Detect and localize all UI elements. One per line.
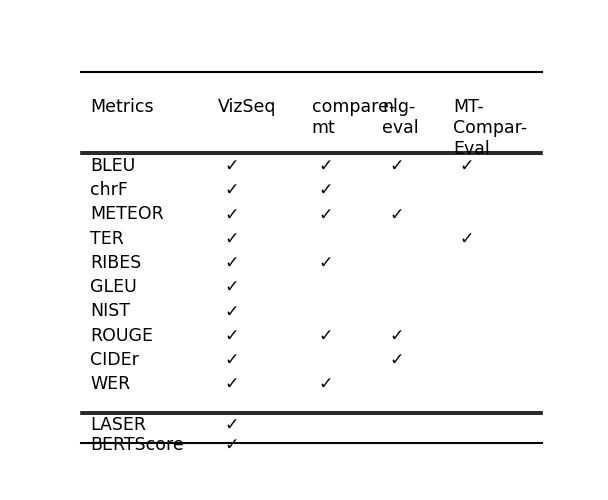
Text: ✓: ✓ [224, 375, 239, 393]
Text: ✓: ✓ [319, 326, 333, 344]
Text: nlg-
eval: nlg- eval [382, 98, 419, 138]
Text: METEOR: METEOR [90, 206, 164, 224]
Text: ✓: ✓ [389, 157, 404, 175]
Text: ✓: ✓ [389, 206, 404, 224]
Text: ✓: ✓ [389, 351, 404, 369]
Text: ✓: ✓ [224, 157, 239, 175]
Text: ✓: ✓ [460, 157, 474, 175]
Text: VizSeq: VizSeq [218, 98, 276, 116]
Text: ✓: ✓ [319, 157, 333, 175]
Text: TER: TER [90, 230, 124, 248]
Text: ✓: ✓ [319, 254, 333, 272]
Text: ✓: ✓ [460, 230, 474, 248]
Text: CIDEr: CIDEr [90, 351, 139, 369]
Text: ✓: ✓ [224, 254, 239, 272]
Text: BERTScore: BERTScore [90, 436, 184, 454]
Text: compare-
mt: compare- mt [311, 98, 395, 138]
Text: ✓: ✓ [224, 230, 239, 248]
Text: ✓: ✓ [224, 302, 239, 320]
Text: chrF: chrF [90, 181, 128, 199]
Text: Metrics: Metrics [90, 98, 154, 116]
Text: NIST: NIST [90, 302, 130, 320]
Text: ✓: ✓ [224, 416, 239, 434]
Text: ✓: ✓ [319, 206, 333, 224]
Text: ROUGE: ROUGE [90, 326, 153, 344]
Text: ✓: ✓ [224, 326, 239, 344]
Text: ✓: ✓ [224, 206, 239, 224]
Text: ✓: ✓ [319, 375, 333, 393]
Text: ✓: ✓ [224, 436, 239, 454]
Text: RIBES: RIBES [90, 254, 142, 272]
Text: ✓: ✓ [224, 278, 239, 296]
Text: GLEU: GLEU [90, 278, 137, 296]
Text: ✓: ✓ [224, 181, 239, 199]
Text: LASER: LASER [90, 416, 146, 434]
Text: ✓: ✓ [224, 351, 239, 369]
Text: WER: WER [90, 375, 130, 393]
Text: ✓: ✓ [319, 181, 333, 199]
Text: BLEU: BLEU [90, 157, 136, 175]
Text: ✓: ✓ [389, 326, 404, 344]
Text: MT-
Compar-
Eval: MT- Compar- Eval [453, 98, 527, 158]
